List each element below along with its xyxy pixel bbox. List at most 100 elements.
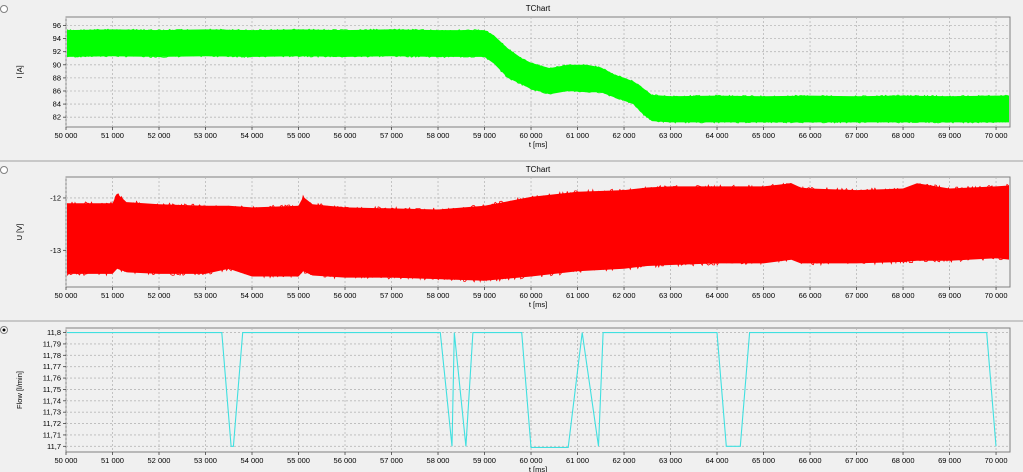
x-tick-label: 50 000 <box>55 456 78 465</box>
x-tick-label: 60 000 <box>520 291 543 300</box>
x-tick-label: 51 000 <box>101 456 124 465</box>
series-noise-bottom-1 <box>67 252 1009 283</box>
y-tick-label: 11,73 <box>43 408 61 417</box>
x-tick-label: 60 000 <box>520 131 543 140</box>
x-tick-label: 68 000 <box>892 131 915 140</box>
x-tick-label: 68 000 <box>892 456 915 465</box>
plot-area <box>65 327 1011 453</box>
x-tick-label: 65 000 <box>752 131 775 140</box>
y-axis-label: U [V] <box>15 224 24 241</box>
series-band-1 <box>67 183 1009 281</box>
x-tick-label: 53 000 <box>194 291 217 300</box>
y-tick-label: 11,7 <box>47 442 61 451</box>
y-tick-label: 11,8 <box>47 328 61 337</box>
x-tick-label: 65 000 <box>752 456 775 465</box>
y-tick-label: 84 <box>53 100 61 109</box>
x-tick-label: 70 000 <box>985 456 1008 465</box>
x-axis-label: t [ms] <box>529 300 547 309</box>
x-tick-label: 54 000 <box>241 456 264 465</box>
x-tick-label: 57 000 <box>380 131 403 140</box>
x-tick-label: 56 000 <box>334 131 357 140</box>
x-tick-label: 67 000 <box>845 456 868 465</box>
x-tick-label: 66 000 <box>799 131 822 140</box>
panel-radio-button[interactable] <box>0 5 8 13</box>
x-tick-label: 69 000 <box>938 291 961 300</box>
chart-title: TChart <box>526 165 551 174</box>
x-tick-label: 66 000 <box>799 456 822 465</box>
x-tick-label: 60 000 <box>520 456 543 465</box>
chart-3: 50 000 51 000 52 000 53 000 54 000 55 000 56 0… <box>0 320 1023 472</box>
x-tick-label: 63 000 <box>659 291 682 300</box>
series-noise-bottom-1 <box>67 53 1009 124</box>
x-tick-label: 59 000 <box>473 456 496 465</box>
series-layer <box>67 332 997 448</box>
x-tick-label: 64 000 <box>706 291 729 300</box>
x-tick-label: 55 000 <box>287 456 310 465</box>
x-tick-label: 56 000 <box>334 456 357 465</box>
chart-1: TChart 50 000 51 000 52 000 53 000 54 000 55 0… <box>0 0 1023 160</box>
x-tick-label: 70 000 <box>985 291 1008 300</box>
y-tick-label: 11,78 <box>43 351 61 360</box>
x-tick-label: 63 000 <box>659 456 682 465</box>
x-tick-label: 57 000 <box>380 456 403 465</box>
x-tick-label: 62 000 <box>613 291 636 300</box>
panel-radio-dot <box>2 328 6 332</box>
x-tick-label: 53 000 <box>194 456 217 465</box>
panel-radio-button[interactable] <box>0 166 8 174</box>
x-tick-label: 55 000 <box>287 131 310 140</box>
chart-title: TChart <box>526 4 551 13</box>
x-tick-label: 65 000 <box>752 291 775 300</box>
series-line-1 <box>67 332 997 448</box>
x-tick-label: 50 000 <box>55 291 78 300</box>
x-tick-label: 53 000 <box>194 131 217 140</box>
x-tick-label: 59 000 <box>473 291 496 300</box>
x-axis-label: t [ms] <box>529 465 547 472</box>
x-tick-label: 57 000 <box>380 291 403 300</box>
series-band-1 <box>67 29 1009 123</box>
y-tick-label: 88 <box>53 73 61 82</box>
x-tick-label: 54 000 <box>241 291 264 300</box>
x-tick-label: 51 000 <box>101 291 124 300</box>
x-axis-label: t [ms] <box>529 140 547 149</box>
y-tick-label: 96 <box>53 21 61 30</box>
x-tick-label: 58 000 <box>427 291 450 300</box>
y-axis-label: Flow [l/min] <box>15 371 24 409</box>
x-tick-label: 51 000 <box>101 131 124 140</box>
y-tick-label: 11,72 <box>43 419 61 428</box>
x-tick-label: 62 000 <box>613 131 636 140</box>
x-tick-label: 61 000 <box>566 291 589 300</box>
y-tick-label: -12 <box>50 193 61 202</box>
x-tick-label: 55 000 <box>287 291 310 300</box>
y-tick-label: 11,71 <box>43 430 61 439</box>
x-tick-label: 67 000 <box>845 291 868 300</box>
x-tick-label: 58 000 <box>427 456 450 465</box>
y-axis-label: I [A] <box>15 65 24 78</box>
y-tick-label: 11,77 <box>43 362 61 371</box>
x-tick-label: 62 000 <box>613 456 636 465</box>
y-tick-label: 86 <box>53 86 61 95</box>
x-tick-label: 69 000 <box>938 456 961 465</box>
x-tick-label: 52 000 <box>148 131 171 140</box>
y-tick-label: 11,79 <box>43 339 61 348</box>
y-tick-label: 92 <box>53 47 61 56</box>
y-tick-label: 11,76 <box>43 374 61 383</box>
y-tick-label: -13 <box>50 246 61 255</box>
x-tick-label: 67 000 <box>845 131 868 140</box>
y-tick-label: 82 <box>53 113 61 122</box>
x-tick-label: 64 000 <box>706 131 729 140</box>
x-tick-label: 64 000 <box>706 456 729 465</box>
x-tick-label: 69 000 <box>938 131 961 140</box>
x-tick-label: 54 000 <box>241 131 264 140</box>
y-tick-label: 11,74 <box>43 396 61 405</box>
series-noise-top-1 <box>67 182 1009 216</box>
x-tick-label: 66 000 <box>799 291 822 300</box>
y-tick-label: 94 <box>53 34 61 43</box>
y-tick-label: 90 <box>53 60 61 69</box>
series-noise-top-1 <box>67 28 1009 99</box>
series-layer <box>67 182 1009 283</box>
x-tick-label: 63 000 <box>659 131 682 140</box>
x-tick-label: 58 000 <box>427 131 450 140</box>
y-tick-label: 11,75 <box>43 385 61 394</box>
x-tick-label: 50 000 <box>55 131 78 140</box>
